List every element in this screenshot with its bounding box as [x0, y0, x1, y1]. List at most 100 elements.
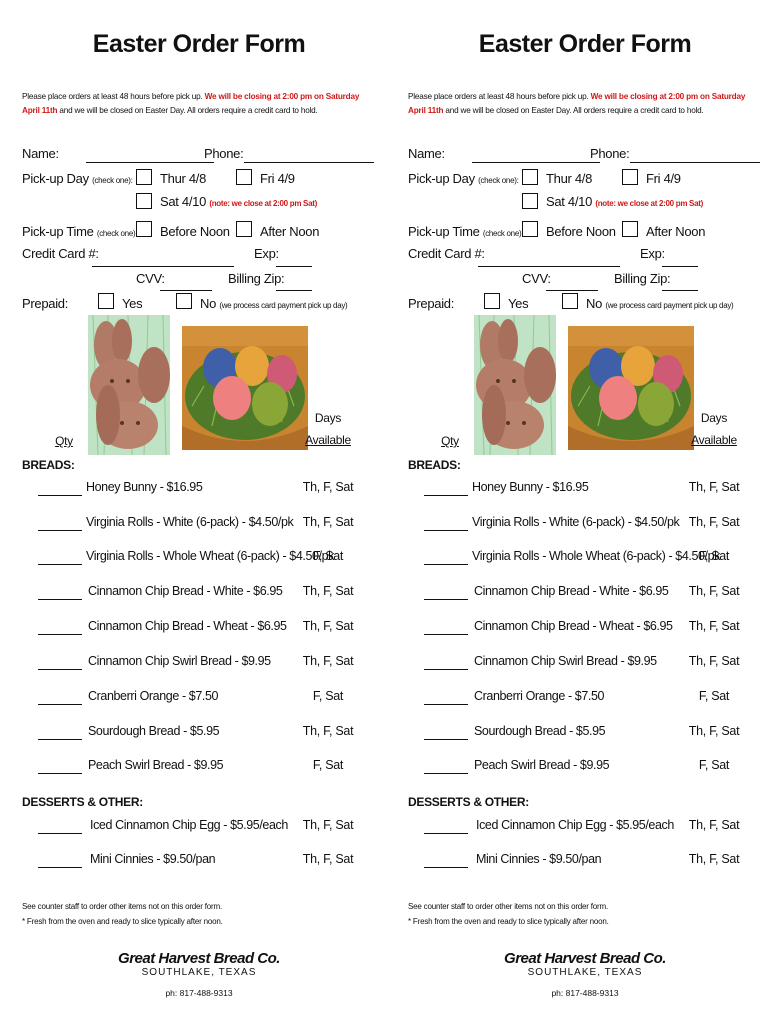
after-noon-label: After Noon [646, 224, 706, 239]
qty-header: Qty [55, 434, 73, 448]
qty-input-line[interactable] [38, 773, 82, 774]
after-noon-label: After Noon [260, 224, 320, 239]
item-days: Th, F, Sat [688, 584, 740, 598]
qty-input-line[interactable] [38, 564, 82, 565]
credit-card-input-line[interactable] [92, 266, 234, 267]
intro-part2: and we will be closed on Easter Day. All… [57, 106, 318, 115]
item-name: Cinnamon Chip Bread - White - $6.95 [474, 584, 669, 598]
billing-zip-input-line[interactable] [662, 290, 698, 291]
qty-input-line[interactable] [38, 669, 82, 670]
exp-input-line[interactable] [276, 266, 312, 267]
qty-input-line[interactable] [424, 669, 468, 670]
table-row: Virginia Rolls - White (6-pack) - $4.50/… [14, 515, 384, 535]
qty-input-line[interactable] [424, 739, 468, 740]
prepaid-no-checkbox[interactable] [562, 293, 578, 309]
qty-input-line[interactable] [424, 867, 468, 868]
table-row: Sourdough Bread - $5.95 Th, F, Sat [400, 724, 770, 744]
prepaid-label: Prepaid: [408, 296, 455, 311]
intro-text: Please place orders at least 48 hours be… [408, 90, 768, 118]
prepaid-no-checkbox[interactable] [176, 293, 192, 309]
name-input-line[interactable] [86, 162, 214, 163]
qty-input-line[interactable] [38, 867, 82, 868]
before-noon-checkbox[interactable] [136, 221, 152, 237]
credit-card-label: Credit Card #: [408, 246, 485, 261]
qty-input-line[interactable] [424, 530, 468, 531]
table-row: Cinnamon Chip Swirl Bread - $9.95 Th, F, … [400, 654, 770, 674]
qty-input-line[interactable] [38, 704, 82, 705]
qty-input-line[interactable] [424, 564, 468, 565]
qty-input-line[interactable] [38, 739, 82, 740]
name-input-line[interactable] [472, 162, 600, 163]
before-noon-checkbox[interactable] [522, 221, 538, 237]
qty-input-line[interactable] [38, 495, 82, 496]
table-row: Iced Cinnamon Chip Egg - $5.95/each Th, F… [14, 818, 384, 838]
table-row: Iced Cinnamon Chip Egg - $5.95/each Th, F… [400, 818, 770, 838]
sat-label: Sat 4/10 (note: we close at 2:00 pm Sat) [160, 194, 317, 209]
item-name: Cranberri Orange - $7.50 [88, 689, 219, 703]
sat-checkbox[interactable] [522, 193, 538, 209]
prepaid-yes-checkbox[interactable] [484, 293, 500, 309]
item-days: Th, F, Sat [302, 852, 354, 866]
exp-input-line[interactable] [662, 266, 698, 267]
item-name: Virginia Rolls - White (6-pack) - $4.50/… [86, 515, 294, 529]
table-row: Cinnamon Chip Bread - White - $6.95 Th, F… [400, 584, 770, 604]
qty-input-line[interactable] [38, 634, 82, 635]
fri-checkbox[interactable] [622, 169, 638, 185]
item-days: Th, F, Sat [302, 654, 354, 668]
sat-label: Sat 4/10 (note: we close at 2:00 pm Sat) [546, 194, 703, 209]
item-days: Th, F, Sat [688, 619, 740, 633]
fri-checkbox[interactable] [236, 169, 252, 185]
table-row: Honey Bunny - $16.95 Th, F, Sat [14, 480, 384, 500]
phone-label: Phone: [590, 146, 630, 161]
cvv-input-line[interactable] [546, 290, 598, 291]
form-title: Easter Order Form [92, 30, 306, 58]
billing-zip-input-line[interactable] [276, 290, 312, 291]
table-row: Mini Cinnies - $9.50/pan Th, F, Sat [14, 852, 384, 872]
item-name: Virginia Rolls - Whole Wheat (6-pack) - … [86, 549, 335, 563]
prepaid-yes-checkbox[interactable] [98, 293, 114, 309]
cvv-input-line[interactable] [160, 290, 212, 291]
intro-closing-notice: We will be closing at 2:00 pm on Saturda… [590, 92, 746, 101]
qty-input-line[interactable] [424, 773, 468, 774]
breads-section-label: BREADS: [22, 458, 75, 472]
item-days: F, Sat [312, 549, 344, 563]
qty-input-line[interactable] [424, 634, 468, 635]
phone-input-line[interactable] [630, 162, 760, 163]
pickup-day-label: Pick-up Day (check one): [408, 171, 519, 186]
thur-checkbox[interactable] [136, 169, 152, 185]
qty-input-line[interactable] [424, 599, 468, 600]
thur-checkbox[interactable] [522, 169, 538, 185]
item-days: Th, F, Sat [688, 515, 740, 529]
cvv-label: CVV: [522, 271, 551, 286]
table-row: Mini Cinnies - $9.50/pan Th, F, Sat [400, 852, 770, 872]
pickup-time-label: Pick-up Time (check one): [22, 224, 138, 239]
item-name: Cinnamon Chip Swirl Bread - $9.95 [474, 654, 657, 668]
qty-input-line[interactable] [424, 833, 468, 834]
item-name: Virginia Rolls - Whole Wheat (6-pack) - … [472, 549, 721, 563]
qty-input-line[interactable] [38, 530, 82, 531]
item-days: F, Sat [698, 689, 730, 703]
phone-input-line[interactable] [244, 162, 374, 163]
after-noon-checkbox[interactable] [622, 221, 638, 237]
fri-label: Fri 4/9 [646, 171, 681, 186]
before-noon-label: Before Noon [546, 224, 616, 239]
item-name: Iced Cinnamon Chip Egg - $5.95/each [90, 818, 288, 832]
sat-checkbox[interactable] [136, 193, 152, 209]
after-noon-checkbox[interactable] [236, 221, 252, 237]
item-name: Peach Swirl Bread - $9.95 [88, 758, 224, 772]
intro-part1: Please place orders at least 48 hours be… [408, 92, 591, 101]
qty-input-line[interactable] [38, 599, 82, 600]
footer-note-other-items: See counter staff to order other items n… [408, 902, 609, 911]
footer-note-fresh: * Fresh from the oven and ready to slice… [22, 917, 223, 926]
item-days: Th, F, Sat [688, 654, 740, 668]
qty-input-line[interactable] [424, 495, 468, 496]
qty-input-line[interactable] [424, 704, 468, 705]
prepaid-yes-label: Yes [122, 296, 143, 311]
table-row: Honey Bunny - $16.95 Th, F, Sat [400, 480, 770, 500]
footer-note-fresh: * Fresh from the oven and ready to slice… [408, 917, 609, 926]
credit-card-input-line[interactable] [478, 266, 620, 267]
qty-input-line[interactable] [38, 833, 82, 834]
thur-label: Thur 4/8 [160, 171, 207, 186]
item-days: Th, F, Sat [302, 584, 354, 598]
fri-label: Fri 4/9 [260, 171, 295, 186]
